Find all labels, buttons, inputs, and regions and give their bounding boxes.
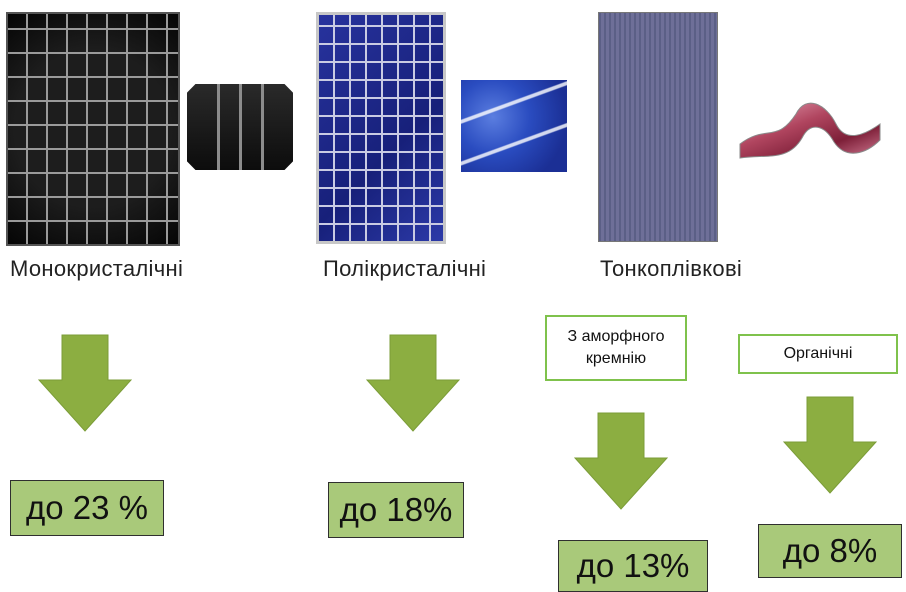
subtype-amorphous-line2: кремнію bbox=[585, 350, 647, 367]
monocrystalline-cell-image bbox=[187, 84, 293, 170]
polycrystalline-cell-image bbox=[461, 80, 567, 172]
result-amorphous: до 13% bbox=[558, 540, 708, 592]
thin-film-panel-image bbox=[598, 12, 718, 242]
result-monocrystalline: до 23 % bbox=[10, 480, 164, 536]
polycrystalline-panel-image bbox=[316, 12, 446, 244]
subtype-organic-box: Органічні bbox=[738, 334, 898, 374]
caption-thin-film: Тонкоплівкові bbox=[600, 256, 743, 281]
subtype-amorphous-line1: З аморфного bbox=[567, 328, 665, 345]
subtype-amorphous-box: З аморфного кремнію bbox=[545, 315, 687, 381]
arrow-down-organic bbox=[783, 396, 877, 494]
monocrystalline-panel-image bbox=[6, 12, 180, 246]
caption-polycrystalline: Полікристалічні bbox=[323, 256, 487, 281]
flexible-film-image bbox=[739, 102, 881, 159]
result-polycrystalline: до 18% bbox=[328, 482, 464, 538]
arrow-down-poly bbox=[366, 334, 460, 432]
result-organic: до 8% bbox=[758, 524, 902, 578]
caption-monocrystalline: Монокристалічні bbox=[10, 256, 184, 281]
arrow-down-amorphous bbox=[574, 412, 668, 510]
arrow-down-mono bbox=[38, 334, 132, 432]
